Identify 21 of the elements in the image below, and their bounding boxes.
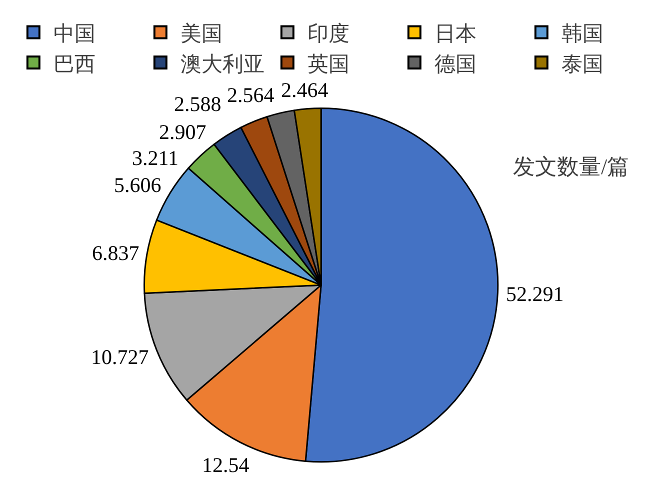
data-label: 12.54: [202, 453, 250, 477]
legend-label: 美国: [180, 21, 222, 46]
legend-label: 印度: [307, 21, 350, 46]
data-label: 2.564: [227, 83, 275, 107]
data-label: 3.211: [132, 146, 178, 170]
legend-label: 日本: [434, 21, 476, 46]
legend-label: 英国: [307, 52, 350, 76]
data-label: 2.907: [159, 120, 206, 144]
legend-label: 中国: [53, 21, 96, 46]
data-label: 10.727: [91, 345, 149, 369]
legend-label: 泰国: [561, 52, 604, 76]
legend-label: 韩国: [561, 21, 604, 46]
legend-label: 巴西: [53, 52, 96, 76]
data-label: 52.291: [506, 282, 564, 306]
data-label: 6.837: [92, 241, 140, 265]
data-label: 2.464: [281, 78, 329, 102]
data-label: 5.606: [114, 173, 162, 197]
text: 发文数量/篇: [513, 154, 630, 179]
legend-label: 德国: [434, 52, 476, 76]
legend-label: 澳大利亚: [180, 52, 264, 76]
data-label: 2.588: [174, 92, 222, 116]
